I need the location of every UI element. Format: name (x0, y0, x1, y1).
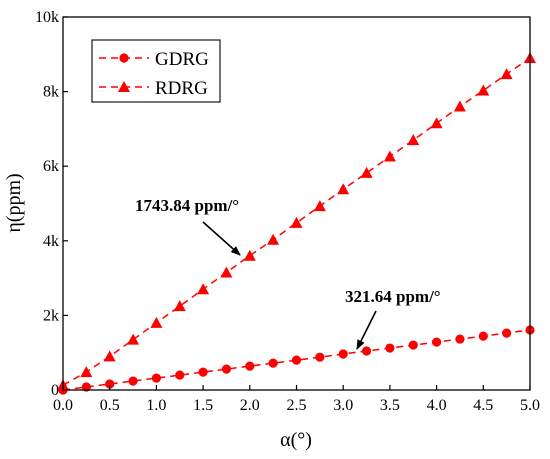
data-point-gdrg (198, 367, 208, 377)
data-point-rdrg (197, 283, 210, 295)
data-point-gdrg (175, 370, 185, 380)
x-tick-label: 2.5 (287, 397, 307, 414)
y-tick-label: 6k (43, 158, 59, 175)
legend-label-rdrg: RDRG (155, 78, 208, 99)
y-tick-label: 10k (35, 9, 59, 26)
y-tick-label: 8k (43, 84, 59, 101)
data-point-rdrg (127, 333, 140, 345)
data-point-rdrg (80, 366, 93, 378)
data-point-gdrg (432, 337, 442, 347)
data-point-rdrg (500, 68, 513, 80)
data-point-rdrg (360, 166, 373, 178)
data-point-gdrg (81, 382, 91, 392)
x-tick-label: 4.5 (473, 397, 493, 414)
data-point-gdrg (315, 352, 325, 362)
x-tick-label: 3.0 (333, 397, 353, 414)
annotation-rdrg-label: 1743.84 ppm/° (135, 196, 239, 215)
data-point-gdrg (151, 373, 161, 383)
legend: GDRG RDRG (91, 39, 221, 103)
data-point-rdrg (267, 233, 280, 245)
data-point-rdrg (430, 117, 443, 129)
data-point-gdrg (268, 358, 278, 368)
legend-marker-rdrg (118, 81, 130, 92)
legend-entry-gdrg: GDRG (99, 49, 209, 70)
data-point-gdrg (478, 331, 488, 341)
data-point-gdrg (455, 334, 465, 344)
data-point-rdrg (103, 350, 116, 362)
data-point-gdrg (245, 361, 255, 371)
y-tick-label: 2k (43, 307, 59, 324)
data-point-gdrg (128, 376, 138, 386)
x-tick-label: 4.0 (427, 397, 447, 414)
data-point-rdrg (453, 100, 466, 112)
data-point-rdrg (290, 216, 303, 228)
data-point-rdrg (337, 183, 350, 195)
data-point-gdrg (338, 349, 348, 359)
data-point-gdrg (361, 346, 372, 356)
axis-layer: 0.0 0.5 1.0 1.5 2.0 2.5 3.0 3.5 4.0 4.5 5.0 0 2k 4k 6k… (35, 9, 540, 414)
y-axis-label: η(ppm) (3, 173, 25, 232)
data-point-gdrg (502, 328, 512, 338)
data-point-rdrg (383, 150, 396, 162)
annotation-rdrg: 1743.84 ppm/° (135, 196, 241, 256)
x-tick-label: 2.0 (240, 397, 260, 414)
data-point-gdrg (291, 355, 302, 365)
x-tick-label: 3.5 (380, 397, 400, 414)
data-point-rdrg (313, 200, 326, 212)
data-point-gdrg (221, 364, 232, 374)
y-tick-label: 4k (43, 233, 59, 250)
data-point-rdrg (407, 134, 420, 146)
data-point-gdrg (105, 379, 115, 389)
data-point-rdrg (220, 266, 233, 278)
annotation-rdrg-arrow (202, 221, 241, 256)
series-line-gdrg (62, 329, 531, 391)
annotation-gdrg-arrow (356, 310, 377, 350)
legend-box (91, 39, 221, 103)
data-point-rdrg (477, 84, 490, 96)
y-tick-label: 0 (51, 382, 59, 399)
data-point-gdrg (408, 340, 418, 350)
legend-label-gdrg: GDRG (155, 49, 209, 70)
x-tick-label: 5.0 (520, 397, 540, 414)
series-layer (57, 52, 536, 395)
x-tick-label: 0.0 (53, 397, 73, 414)
data-point-rdrg (150, 316, 163, 328)
annotation-gdrg: 321.64 ppm/° (345, 287, 441, 350)
x-axis-label: α(°) (280, 429, 312, 451)
data-point-rdrg (243, 249, 256, 261)
legend-entry-rdrg: RDRG (99, 78, 208, 99)
x-tick-label: 1.5 (193, 397, 213, 414)
x-tick-label: 1.0 (146, 397, 166, 414)
data-point-rdrg (173, 300, 186, 312)
legend-marker-gdrg (119, 53, 129, 63)
data-point-gdrg (385, 343, 395, 353)
annotation-gdrg-label: 321.64 ppm/° (345, 287, 441, 306)
x-tick-label: 0.5 (100, 397, 120, 414)
